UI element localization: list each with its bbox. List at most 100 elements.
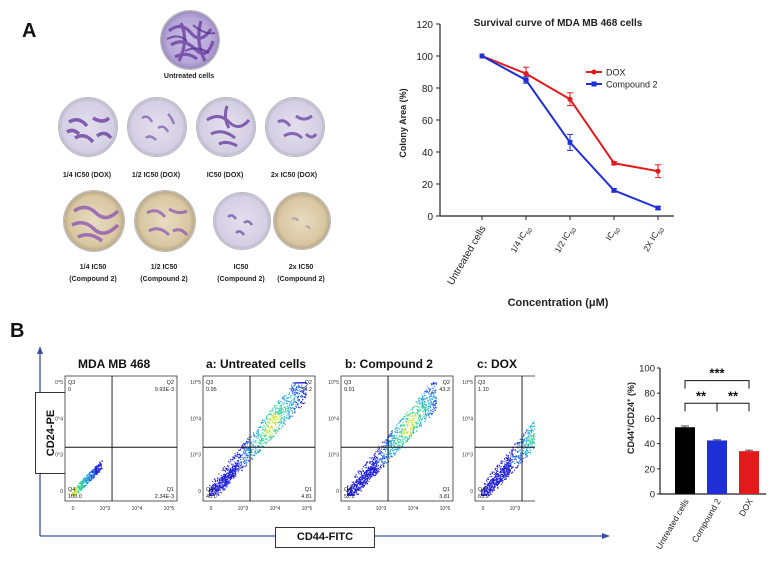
flow-event [532,442,534,444]
flow-event [387,454,390,456]
flow-event [262,440,264,442]
flow-event [83,486,85,488]
flow-event [372,467,374,469]
flow-event [502,469,504,471]
flow-event [402,429,404,431]
flow-event [379,449,381,451]
flow-event [358,488,360,490]
flow-event [369,468,371,470]
flow-event [420,409,422,411]
flow-event [488,486,490,488]
flow-event [353,486,355,488]
flow-event [292,387,294,390]
flow-event [527,451,529,453]
flow-event [285,399,287,401]
flow-event [435,401,437,403]
flow-event [490,479,492,481]
flow-event [269,418,271,420]
flow-event [293,394,295,396]
flow-event [243,443,245,445]
flow-event [294,384,296,387]
flow-event [349,493,351,495]
flow-event [434,392,436,394]
flow-event [97,465,99,467]
flow-event [405,413,407,415]
flow-xtick-label: 10^4 [408,506,419,512]
flow-event [227,468,229,470]
flow-event [406,432,408,434]
flow-event [304,388,306,390]
flow-event [234,473,236,475]
flow-event [416,425,418,428]
flow-event [399,448,401,450]
flow-event [350,488,352,490]
flow-event [93,469,95,471]
flow-event [418,400,420,402]
flow-event [222,489,224,491]
flow-event [304,389,306,391]
curve-point [655,205,661,211]
flow-event [351,485,353,487]
flow-event [367,472,369,474]
flow-event [83,480,85,482]
flow-event [227,464,229,466]
flow-event [398,422,400,425]
flow-event [372,466,374,468]
flow-event [243,451,245,453]
flow-event [416,406,418,408]
flow-event [490,489,492,491]
flow-event [292,388,294,390]
flow-event [222,468,224,470]
flow-event [376,469,379,471]
flow-event [270,419,272,421]
flow-event [383,460,385,463]
flow-event [98,465,100,467]
flow-event [408,435,410,437]
flow-event [227,479,229,481]
flow-event [385,451,387,453]
flow-event [533,436,535,438]
flow-event [241,454,243,456]
flow-event [235,475,237,477]
flow-event [393,441,395,443]
flow-event [503,472,505,474]
flow-event [88,476,90,479]
flow-event [432,392,434,394]
flow-event [407,437,409,439]
flow-event [210,489,212,491]
flow-event [211,489,214,492]
flow-event [402,432,404,434]
flow-event [240,459,242,461]
flow-event [77,490,79,492]
flow-event [290,401,292,403]
flow-event [490,493,492,495]
flow-event [282,419,285,421]
flow-event [217,485,219,487]
flow-event [229,476,231,478]
flow-event [525,437,527,440]
flow-event [511,451,513,453]
flow-event [402,425,404,427]
flow-event [421,403,423,405]
flow-event [424,408,427,410]
flow-event [419,425,421,427]
flow-event [247,441,249,443]
flow-event [506,458,508,460]
flow-event [347,489,349,491]
flow-event [232,476,234,478]
flow-event [397,438,400,440]
flow-event [350,487,352,489]
flow-event [410,418,412,420]
flow-event [496,477,498,479]
flow-event [529,440,531,442]
flow-event [271,410,273,412]
flow-event [357,471,359,473]
flow-event [360,478,362,480]
flow-event [417,420,419,422]
flow-event [496,475,498,477]
flow-event [532,425,534,427]
flow-event [366,469,369,471]
flow-event [399,429,401,431]
flow-event [406,414,408,416]
